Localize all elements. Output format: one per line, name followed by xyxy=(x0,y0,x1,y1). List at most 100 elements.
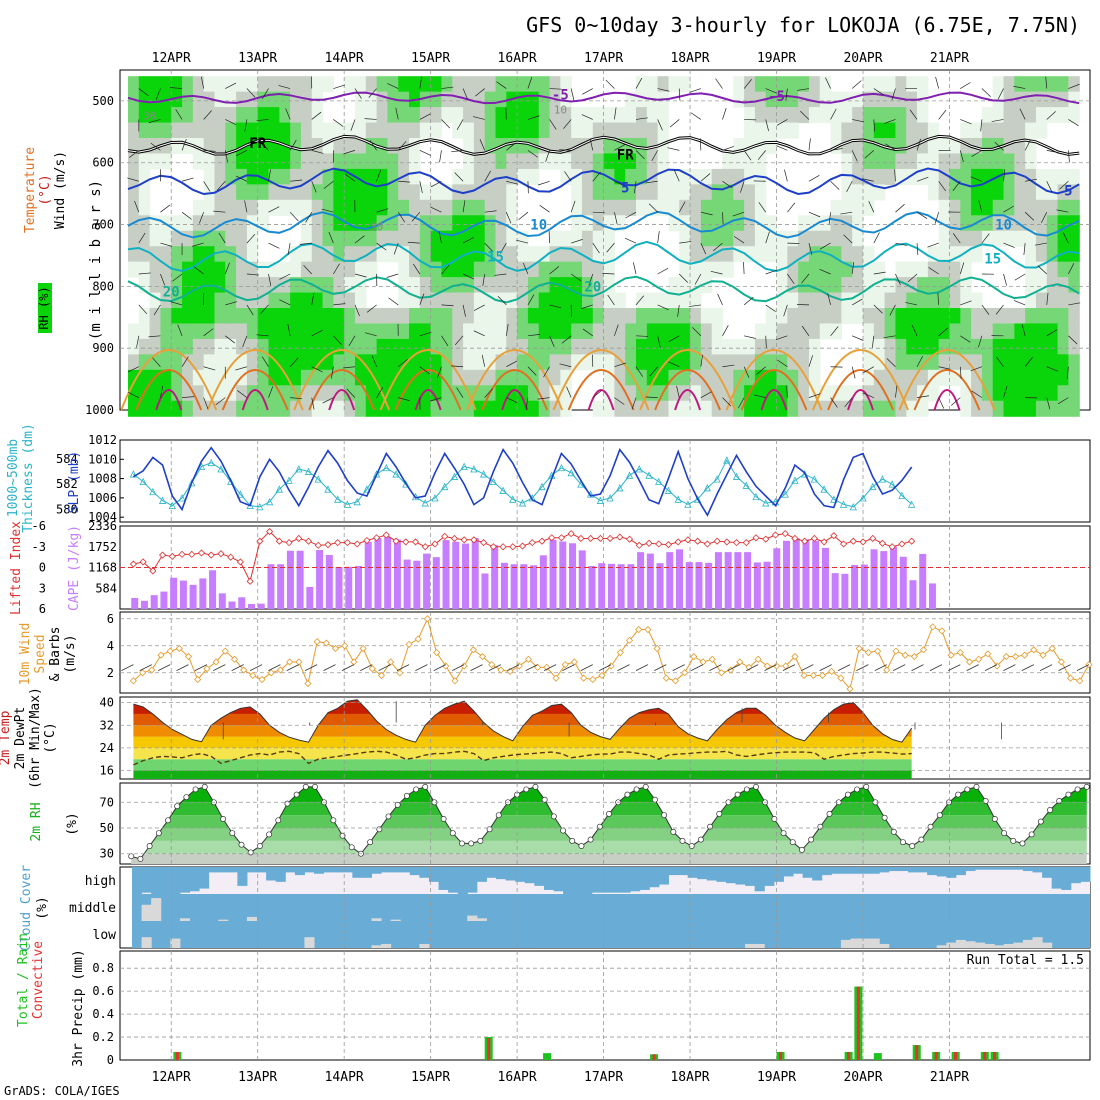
rh-shade-cell xyxy=(257,153,270,170)
rh-shade-cell xyxy=(182,354,194,371)
rh2m-point-2 xyxy=(146,843,153,849)
rh-shade-cell xyxy=(646,107,659,124)
upper-wind-barb xyxy=(429,397,442,402)
rh-shade-cell xyxy=(927,354,940,371)
rh-shade-cell xyxy=(138,184,151,201)
rh-shade-cell xyxy=(376,91,389,108)
cloud-middle-cell-9 xyxy=(218,919,229,921)
upper-wind-barb xyxy=(170,87,183,89)
rh-shade-cell xyxy=(722,184,734,201)
rh-shade-cell xyxy=(290,308,302,325)
upper-wind-barb xyxy=(564,171,572,182)
upper-wind-barb xyxy=(1014,273,1026,281)
upper-wind-barb xyxy=(668,335,680,342)
rh-shade-cell xyxy=(636,292,648,309)
wind10m-point-33 xyxy=(433,648,441,657)
slp-tick-1008: 1008 xyxy=(88,472,117,486)
rh-shade-cell xyxy=(430,308,443,325)
slp-tick-1012: 1012 xyxy=(88,433,117,447)
rh-shade-cell xyxy=(819,323,832,340)
rh-shade-cell xyxy=(419,400,432,417)
rh-shade-cell xyxy=(225,354,237,371)
rh-shade-cell xyxy=(657,153,670,170)
precip-tick-0.8: 0.8 xyxy=(92,961,114,975)
rh-shade-cell xyxy=(744,215,756,232)
rh2m-point-85 xyxy=(909,843,916,849)
wind10m-barb-102 xyxy=(1058,664,1071,672)
cloud-high-cell-56 xyxy=(668,867,679,876)
rh-shade-cell xyxy=(365,107,378,124)
rh-shade-cell xyxy=(149,400,162,417)
rh-shade-cell xyxy=(949,138,961,155)
cloud-high-cell-93 xyxy=(1022,867,1034,872)
rh-shade-cell xyxy=(636,308,648,325)
cloud-high-cell-30 xyxy=(419,867,430,878)
rh-shade-cell xyxy=(560,107,572,124)
rh-shade-cell xyxy=(700,400,713,417)
upper-wind-barb xyxy=(960,119,972,125)
rh-shade-cell xyxy=(1057,354,1069,371)
rh-shade-cell xyxy=(517,369,529,386)
isotherm-25-arc-7 xyxy=(725,349,823,411)
rh-shade-cell xyxy=(409,215,421,232)
rh-shade-cell xyxy=(506,107,518,124)
rh-shade-cell xyxy=(949,277,961,294)
rh-shade-cell xyxy=(333,246,345,263)
precip-convective-bar-9 xyxy=(934,1051,938,1060)
rh2m-point-86 xyxy=(918,836,925,843)
rh-shade-cell xyxy=(344,261,356,278)
rh-shade-cell xyxy=(268,323,280,340)
rh-shade-cell xyxy=(322,122,334,139)
upper-wind-barb xyxy=(289,139,297,151)
rh-shade-cell xyxy=(646,338,659,355)
upper-wind-barb xyxy=(354,304,360,317)
wind10m-barb-6 xyxy=(176,664,189,672)
wind10m-barb-82 xyxy=(874,664,887,672)
upper-wind-barb xyxy=(677,304,680,317)
rh-shade-cell xyxy=(246,385,259,402)
rh-shade-cell xyxy=(203,153,216,170)
rh-shade-cell xyxy=(549,308,561,325)
rh2m-point-62 xyxy=(697,836,704,843)
rh-shade-cell xyxy=(798,246,810,263)
rh-shade-cell xyxy=(895,261,907,278)
date-label-bottom-21APR: 21APR xyxy=(930,1070,969,1085)
rh2m-point-87 xyxy=(927,823,934,830)
rh-shade-cell xyxy=(182,138,194,155)
rh-shade-cell xyxy=(1046,246,1059,263)
rh-shade-cell xyxy=(257,107,270,124)
cloud-low-cell-74 xyxy=(840,939,851,948)
isotherm-30-arc-5 xyxy=(567,369,635,411)
thickness-point-1 xyxy=(139,477,147,486)
rh-shade-cell xyxy=(246,199,259,216)
li-point-16 xyxy=(285,539,293,547)
upper-wind-barb xyxy=(1059,181,1069,190)
rh-shade-cell xyxy=(614,323,626,340)
rh-shade-cell xyxy=(981,122,994,139)
cloud-high-cell-57 xyxy=(678,867,689,876)
upper-wind-barb xyxy=(481,354,486,367)
li-point-34 xyxy=(460,536,468,544)
rh2m-point-88 xyxy=(936,812,943,819)
wind10m-point-70 xyxy=(772,662,781,670)
rh-shade-cell xyxy=(409,199,421,216)
rh-shade-cell xyxy=(960,369,972,386)
rh-shade-cell xyxy=(387,122,399,139)
rh-shade-cell xyxy=(376,246,389,263)
cape-bar-54 xyxy=(656,563,664,609)
cape-bar-79 xyxy=(899,556,907,609)
rh-shade-cell xyxy=(344,400,356,417)
rh-shade-cell xyxy=(808,91,821,108)
rh-shade-cell xyxy=(322,385,334,402)
cloud-high-cell-12 xyxy=(246,867,258,873)
wind10m-point-29 xyxy=(396,669,404,677)
rh-shade-cell xyxy=(981,323,994,340)
cape-bar-51 xyxy=(627,564,635,609)
isotherm-label-12: 20 xyxy=(584,279,601,295)
wind10m-barb-104 xyxy=(1076,664,1090,672)
rh-shade-cell xyxy=(711,184,724,201)
cloud-high-cell-80 xyxy=(898,867,909,872)
upper-wind-barb xyxy=(862,392,874,398)
rh-shade-cell xyxy=(592,323,605,340)
rh-shade-cell xyxy=(971,369,983,386)
